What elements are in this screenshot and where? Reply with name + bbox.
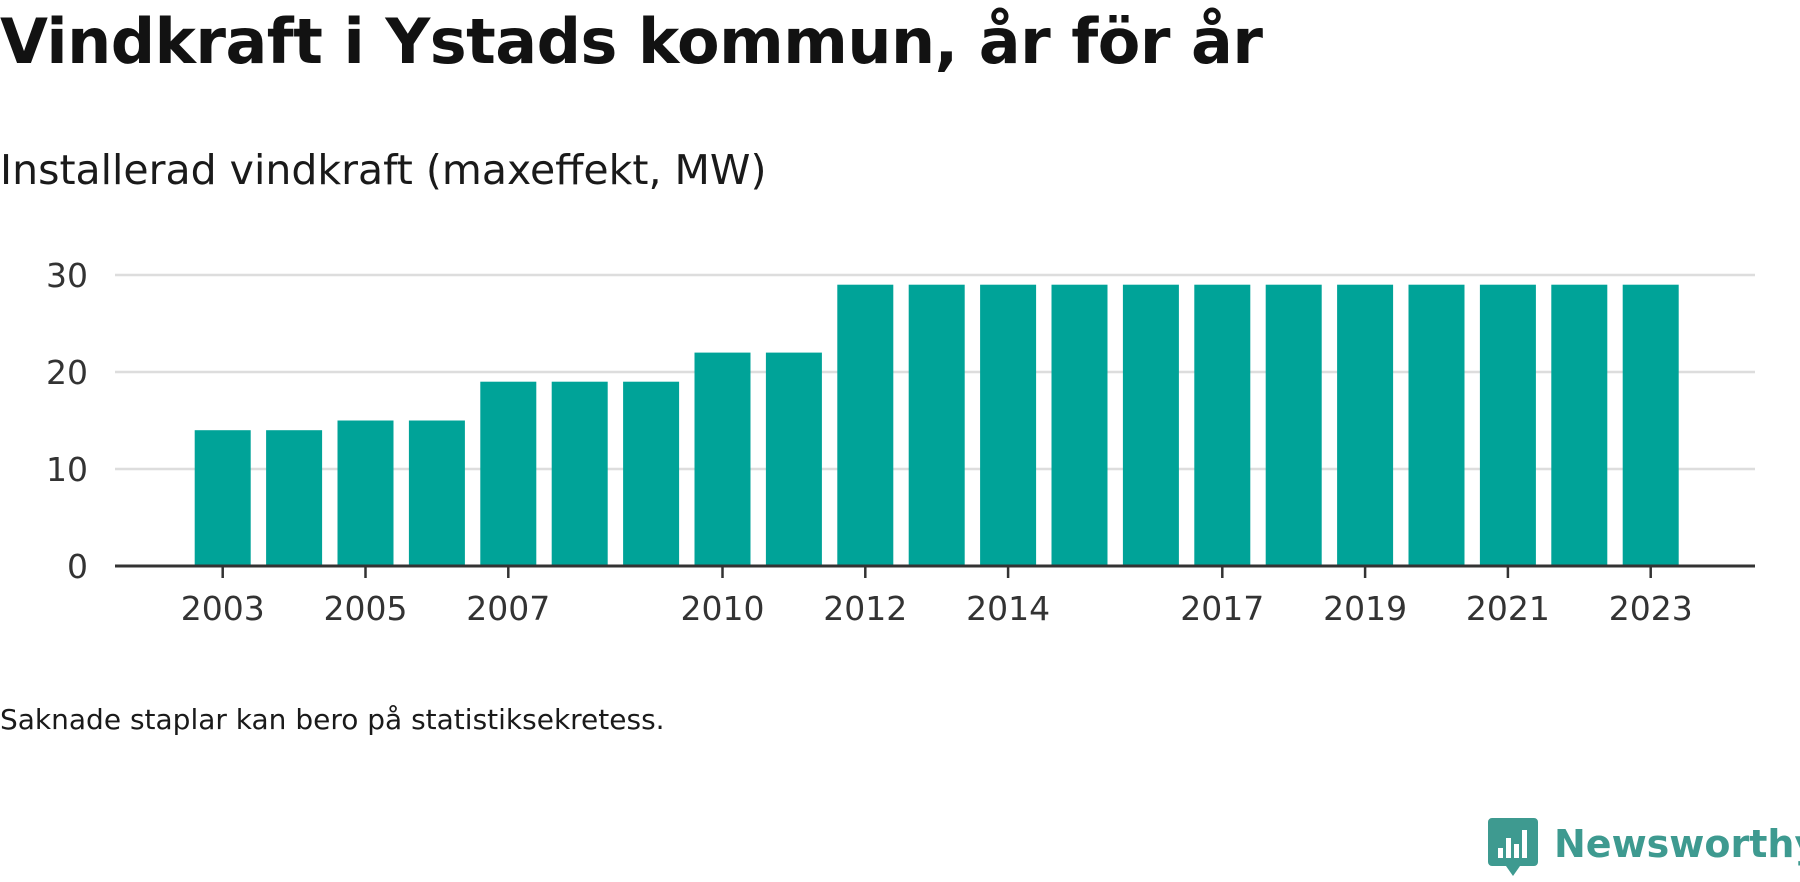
bar (1551, 284, 1608, 566)
bar (1051, 284, 1108, 566)
bar (765, 352, 822, 566)
x-axis-ticks: 2003 2005 2007 2010 2012 2014 2017 2019 2021 2023 (181, 566, 1693, 628)
bar (480, 381, 537, 566)
bar (1622, 284, 1679, 566)
bar (623, 381, 680, 566)
footnote: Saknade staplar kan bero på statistiksek… (0, 703, 665, 736)
x-tick-label: 2019 (1323, 589, 1407, 628)
chart-subtitle: Installerad vindkraft (maxeffekt, MW) (0, 146, 767, 194)
brand-logo: Newsworthy (1488, 818, 1800, 882)
brand-name: Newsworthy (1554, 822, 1800, 866)
bar (551, 381, 608, 566)
x-tick-label: 2012 (823, 589, 907, 628)
x-tick-label: 2017 (1180, 589, 1264, 628)
x-tick-label: 2010 (681, 589, 765, 628)
bar (837, 284, 894, 566)
y-tick-label: 10 (46, 450, 88, 489)
x-tick-label: 2021 (1466, 589, 1550, 628)
chart-title: Vindkraft i Ystads kommun, år för år (0, 5, 1263, 78)
bar (408, 420, 465, 566)
bar (337, 420, 394, 566)
bar (980, 284, 1037, 566)
x-tick-label: 2005 (324, 589, 408, 628)
bar (1337, 284, 1394, 566)
bar-chart: 0 10 20 30 2003 2005 2007 2010 2012 2014 2017 2019… (46, 256, 1755, 628)
bar (1194, 284, 1251, 566)
x-tick-label: 2003 (181, 589, 265, 628)
x-tick-label: 2023 (1609, 589, 1693, 628)
bar (1479, 284, 1536, 566)
x-tick-label: 2014 (966, 589, 1050, 628)
bar (908, 284, 965, 566)
bar (1265, 284, 1322, 566)
bars (194, 284, 1679, 566)
bar (266, 430, 323, 566)
y-tick-label: 20 (46, 353, 88, 392)
bar (694, 352, 751, 566)
y-tick-label: 30 (46, 256, 88, 295)
bar (1122, 284, 1179, 566)
bar (194, 430, 251, 566)
newsworthy-logo-icon (1488, 818, 1538, 876)
bar (1408, 284, 1465, 566)
y-axis-ticks: 0 10 20 30 (46, 256, 88, 586)
x-tick-label: 2007 (466, 589, 550, 628)
y-tick-label: 0 (67, 547, 88, 586)
